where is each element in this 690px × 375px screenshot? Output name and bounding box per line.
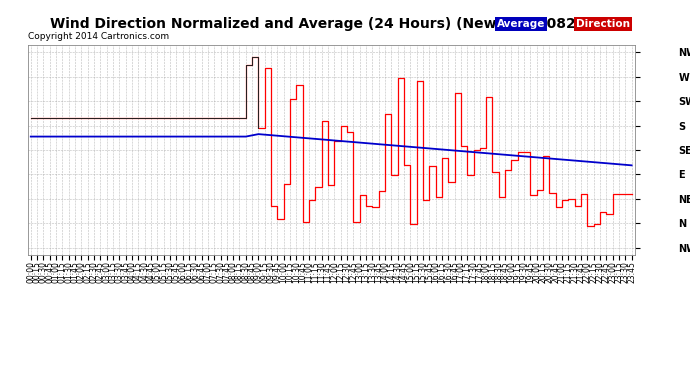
Text: Wind Direction Normalized and Average (24 Hours) (New) 20140822: Wind Direction Normalized and Average (2… [50,17,585,31]
Text: Average: Average [497,20,545,29]
Text: Copyright 2014 Cartronics.com: Copyright 2014 Cartronics.com [28,32,169,41]
Text: Direction: Direction [576,20,630,29]
